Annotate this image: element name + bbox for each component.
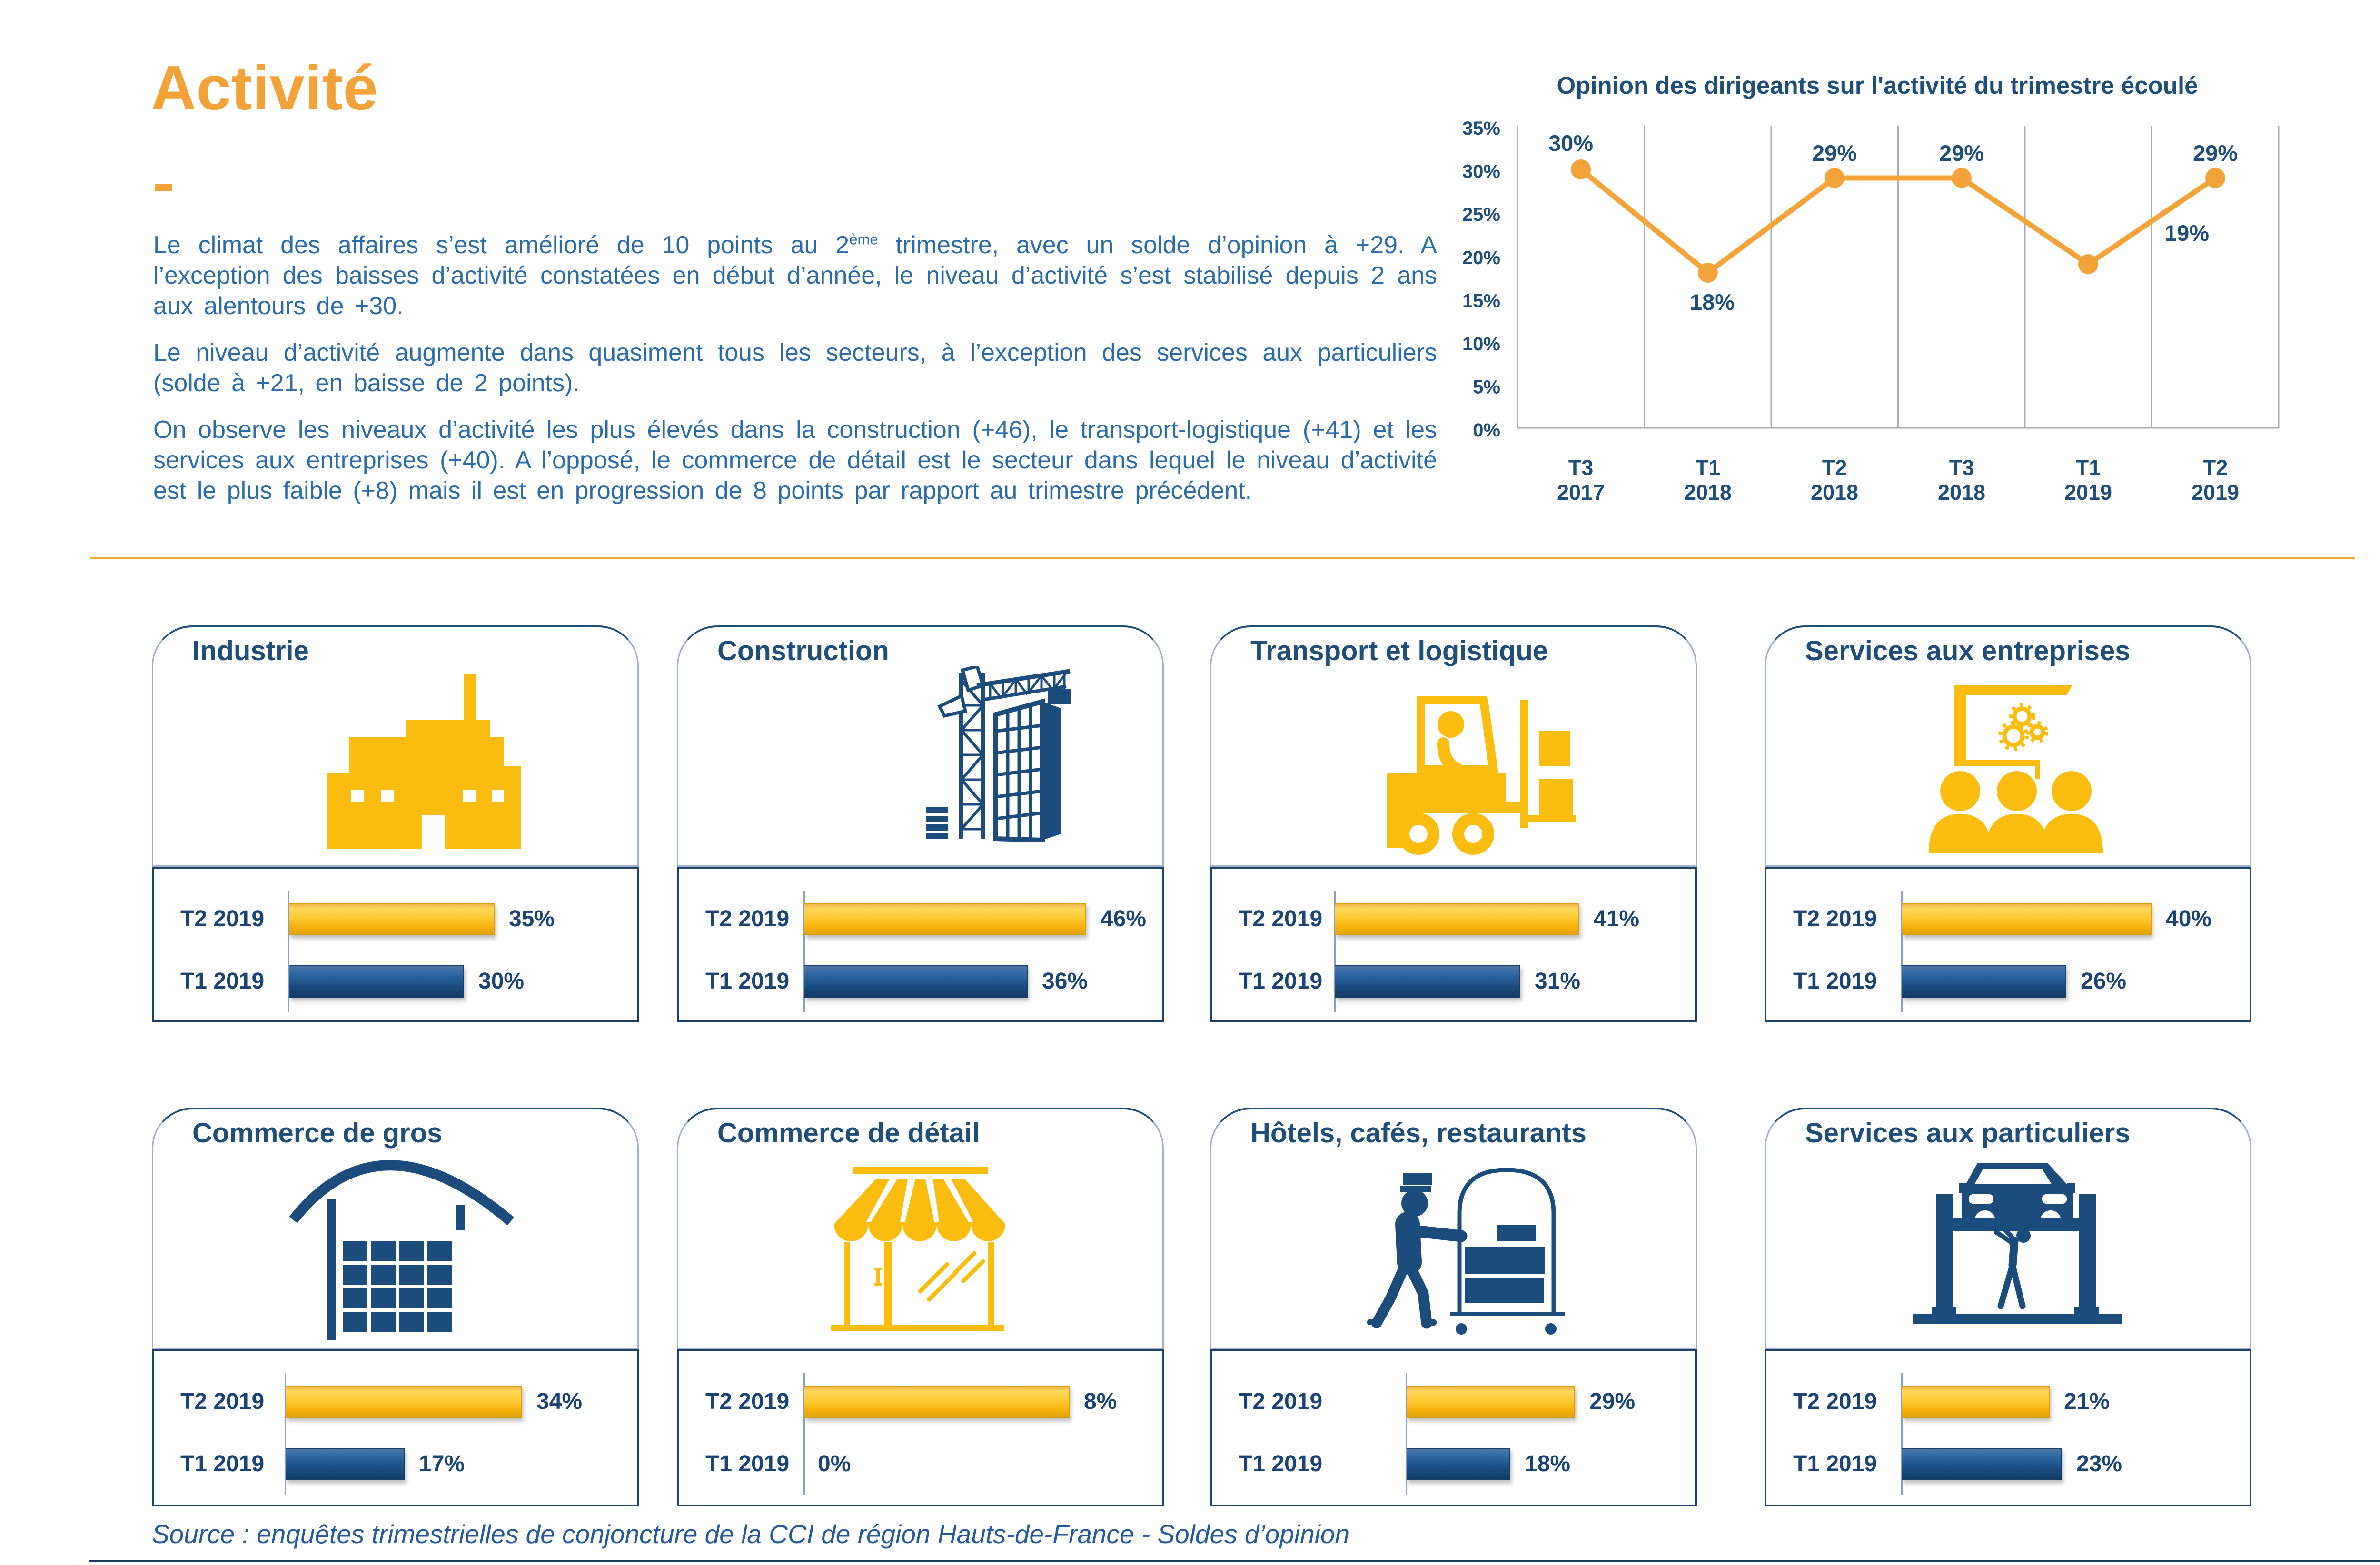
svg-text:T2: T2 xyxy=(2203,456,2228,480)
svg-text:T3: T3 xyxy=(1949,456,1974,480)
svg-text:2018: 2018 xyxy=(1938,480,1985,505)
svg-text:29%: 29% xyxy=(1939,140,1984,166)
svg-text:0%: 0% xyxy=(1473,420,1500,441)
svg-text:18%: 18% xyxy=(1690,289,1735,315)
svg-text:2019: 2019 xyxy=(2064,480,2112,505)
svg-text:25%: 25% xyxy=(1462,204,1500,225)
svg-text:5%: 5% xyxy=(1473,377,1500,398)
svg-text:Opinion des dirigeants sur l'a: Opinion des dirigeants sur l'activité du… xyxy=(1557,72,2198,99)
svg-text:T2: T2 xyxy=(1822,456,1847,480)
svg-text:T3: T3 xyxy=(1568,456,1594,480)
svg-text:15%: 15% xyxy=(1462,290,1500,311)
svg-text:29%: 29% xyxy=(1812,140,1857,166)
svg-text:2018: 2018 xyxy=(1811,480,1858,505)
svg-text:2018: 2018 xyxy=(1684,480,1732,505)
svg-text:T1: T1 xyxy=(2076,456,2101,480)
svg-text:35%: 35% xyxy=(1462,118,1500,139)
svg-text:T1: T1 xyxy=(1696,456,1721,480)
svg-text:30%: 30% xyxy=(1548,130,1593,156)
svg-text:29%: 29% xyxy=(2193,140,2238,166)
svg-text:2017: 2017 xyxy=(1557,480,1605,505)
svg-text:20%: 20% xyxy=(1462,248,1500,268)
svg-text:2019: 2019 xyxy=(2192,480,2239,505)
svg-text:19%: 19% xyxy=(2164,220,2209,246)
svg-text:10%: 10% xyxy=(1462,334,1500,355)
svg-text:30%: 30% xyxy=(1462,161,1500,182)
